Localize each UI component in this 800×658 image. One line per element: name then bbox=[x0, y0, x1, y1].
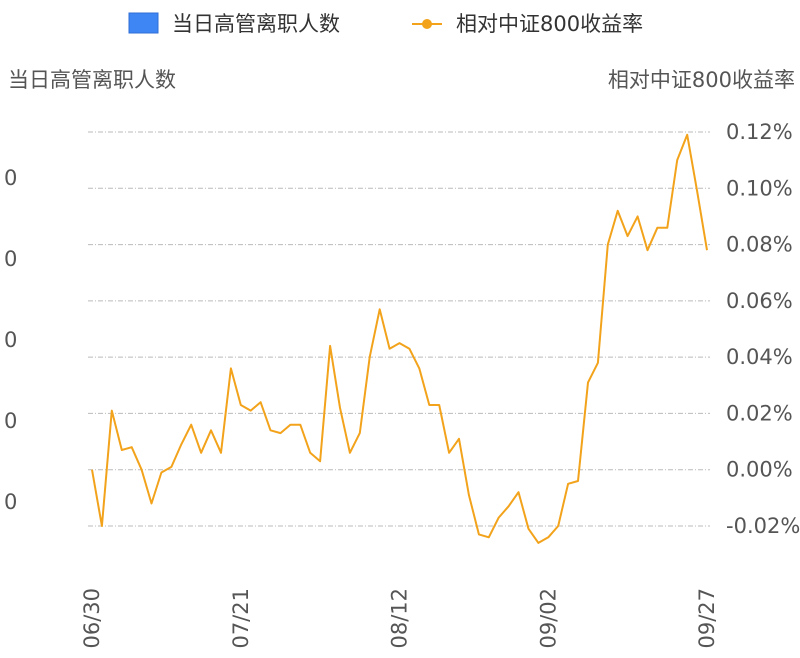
legend-line-marker bbox=[422, 19, 432, 29]
left-axis-title: 当日高管离职人数 bbox=[8, 68, 176, 92]
x-axis-tick-label: 08/12 bbox=[388, 588, 412, 649]
right-axis-tick-label: 0.06% bbox=[726, 289, 793, 313]
left-axis-tick-label: 0 bbox=[4, 166, 17, 190]
left-axis-tick-label: 0 bbox=[4, 409, 17, 433]
left-axis-tick-label: 0 bbox=[4, 247, 17, 271]
right-axis-tick-label: 0.00% bbox=[726, 458, 793, 482]
x-axis-tick-label: 06/30 bbox=[80, 588, 104, 649]
grid bbox=[88, 131, 710, 527]
left-axis-ticks: 0 0 0 0 0 bbox=[4, 166, 17, 514]
legend: 当日高管离职人数 相对中证800收益率 bbox=[128, 12, 643, 36]
relative-return-line[interactable] bbox=[91, 133, 708, 544]
x-axis-ticks: 06/30 07/21 08/12 09/02 09/27 bbox=[80, 588, 719, 649]
series-relative-return bbox=[91, 133, 708, 544]
legend-bar-label[interactable]: 当日高管离职人数 bbox=[172, 12, 340, 36]
right-axis-tick-label: 0.12% bbox=[726, 120, 793, 144]
right-axis-tick-label: -0.02% bbox=[726, 514, 800, 538]
legend-bar-swatch[interactable] bbox=[128, 12, 159, 34]
right-axis-ticks: 0.12% 0.10% 0.08% 0.06% 0.04% 0.02% 0.00% -0.02… bbox=[726, 120, 800, 538]
right-axis-tick-label: 0.02% bbox=[726, 401, 793, 425]
right-axis-tick-label: 0.04% bbox=[726, 345, 793, 369]
legend-line-label[interactable]: 相对中证800收益率 bbox=[456, 12, 643, 36]
left-axis-tick-label: 0 bbox=[4, 490, 17, 514]
right-axis-tick-label: 0.08% bbox=[726, 233, 793, 257]
x-axis-tick-label: 07/21 bbox=[229, 588, 253, 649]
x-axis-tick-label: 09/02 bbox=[536, 588, 560, 649]
left-axis-tick-label: 0 bbox=[4, 328, 17, 352]
x-axis-tick-label: 09/27 bbox=[695, 588, 719, 649]
right-axis-tick-label: 0.10% bbox=[726, 176, 793, 200]
right-axis-title: 相对中证800收益率 bbox=[608, 68, 795, 92]
